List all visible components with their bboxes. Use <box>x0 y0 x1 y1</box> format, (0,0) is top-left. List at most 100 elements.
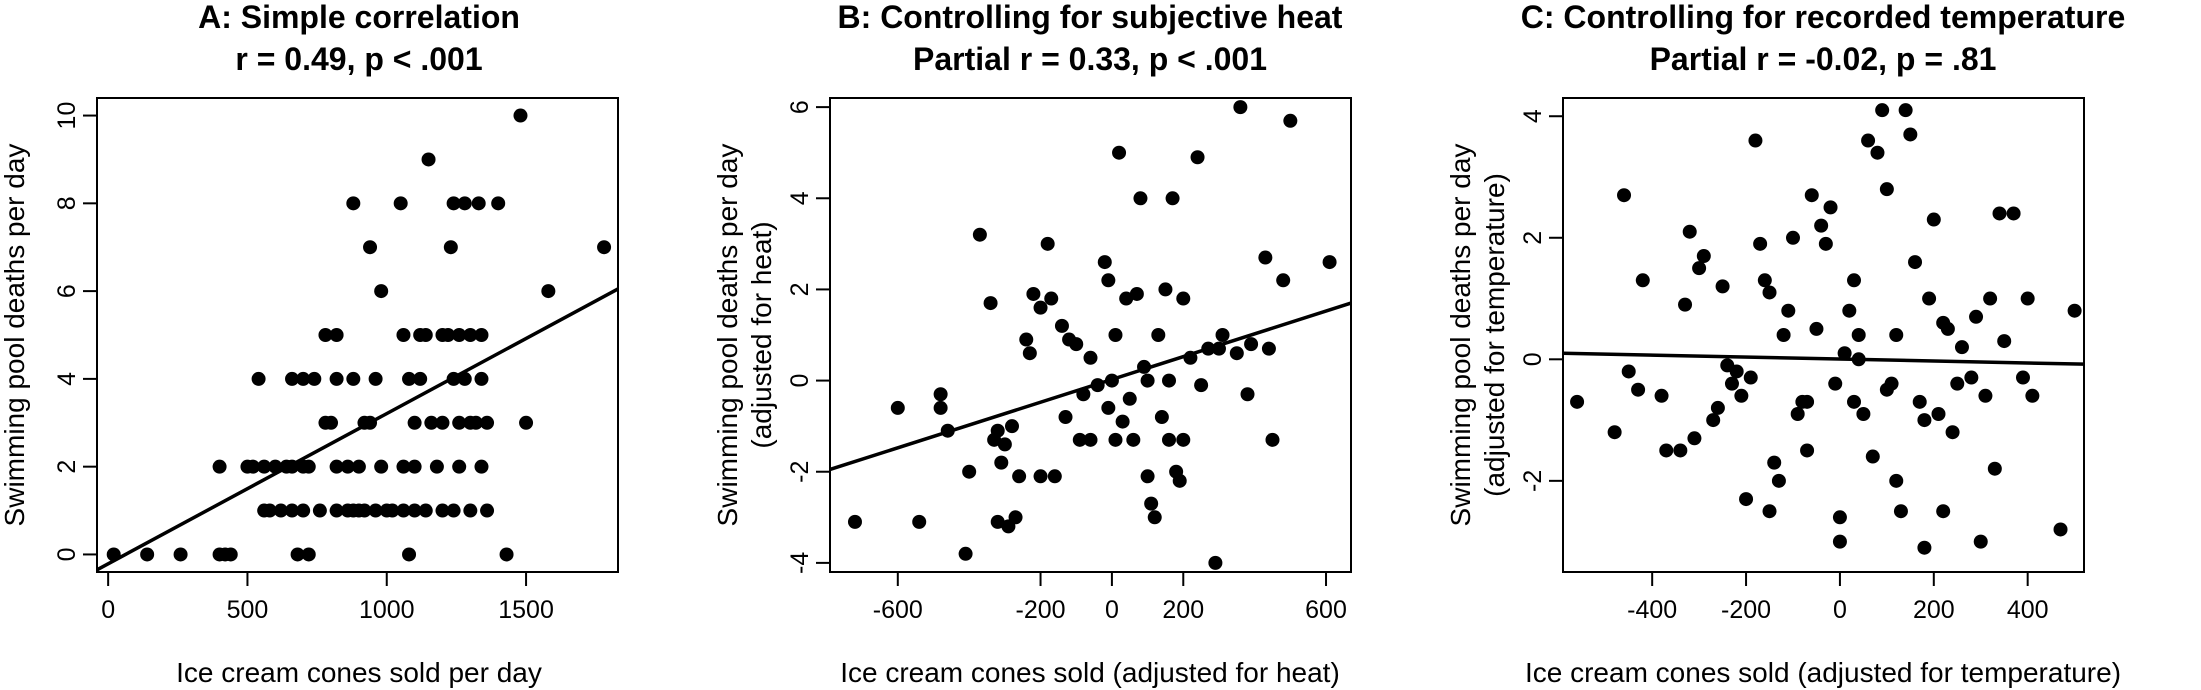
panel-a-x-tick-label: 500 <box>227 596 269 624</box>
panel-c-data-point <box>1767 455 1782 470</box>
panel-c-y-tick-label: 0 <box>1519 352 1547 366</box>
panel-a-data-point <box>396 503 411 518</box>
panel-c-data-point <box>1954 340 1969 355</box>
panel-a-data-point <box>324 415 339 430</box>
panel-a-data-point <box>340 459 355 474</box>
panel-a-data-point <box>363 240 378 255</box>
panel-c-data-point <box>1983 291 1998 306</box>
panel-c-x-ticks: -400 -200 0 200 400 <box>1627 572 2049 624</box>
panel-a-x-axis-label: Ice cream cones sold per day <box>176 657 542 688</box>
panel-c-data-point <box>1936 315 1951 330</box>
panel-a-data-point <box>351 459 366 474</box>
panel-c-data-point <box>1973 534 1988 549</box>
panel-b-data-point <box>1162 373 1177 388</box>
panel-b-data-point <box>997 437 1012 452</box>
panel-c-data-point <box>1753 236 1768 251</box>
panel-c-data-point <box>1617 188 1632 203</box>
panel-b-subtitle: Partial r = 0.33, p < .001 <box>913 41 1267 77</box>
panel-b-data-point <box>1172 473 1187 488</box>
panel-a-data-point <box>307 371 322 386</box>
panel-b-y-tick-label: -2 <box>786 461 814 483</box>
panel-b-data-point <box>912 514 927 529</box>
panel-a-x-tick-label: 1000 <box>359 596 415 624</box>
panel-c-data-point <box>1631 382 1646 397</box>
panel-a-data-point <box>368 371 383 386</box>
panel-a-plot-frame <box>96 97 619 573</box>
panel-a-data-point <box>173 547 188 562</box>
panel-c-points <box>1570 103 2082 555</box>
panel-a-data-point <box>368 503 383 518</box>
panel-b-y-tick-label: 6 <box>786 100 814 114</box>
panel-b-y-ticks: -4 -2 0 2 4 6 <box>786 100 830 574</box>
panel-c-data-point <box>1945 425 1960 440</box>
panel-b-data-point <box>1176 432 1191 447</box>
panel-c-data-point <box>1837 346 1852 361</box>
panel-a-data-point <box>357 503 372 518</box>
panel-a-data-point <box>597 240 612 255</box>
panel-c-data-point <box>1678 297 1693 312</box>
panel-a-data-point <box>499 547 514 562</box>
panel-a-data-point <box>474 459 489 474</box>
panel-b-data-point <box>1112 145 1127 160</box>
panel-c-data-point <box>1654 388 1669 403</box>
panel-c-data-point <box>1814 218 1829 233</box>
panel-c-data-point <box>1893 504 1908 519</box>
panel-b-data-point <box>1258 250 1273 265</box>
panel-c-data-point <box>1931 407 1946 421</box>
panel-b-y-tick-label: 4 <box>786 191 814 205</box>
panel-c-data-point <box>1823 200 1838 215</box>
panel-a-data-point <box>290 547 305 562</box>
panel-b-data-point <box>1054 318 1069 333</box>
panel-b-data-point <box>990 514 1005 529</box>
panel-a-data-point <box>407 459 422 474</box>
panel-c-data-point <box>1912 394 1927 409</box>
panel-c-data-point <box>1762 504 1777 519</box>
panel-a-data-point <box>452 459 467 474</box>
panel-b-data-point <box>1019 332 1034 347</box>
panel-a-data-point <box>257 459 272 474</box>
panel-b-data-point <box>1176 291 1191 306</box>
panel-a-data-point <box>329 371 344 386</box>
panel-c-data-point <box>1800 394 1815 409</box>
panel-b-data-point <box>1115 414 1130 429</box>
panel-a-data-point <box>374 284 389 299</box>
panel-b-data-point <box>1126 432 1141 447</box>
panel-b-data-point <box>1265 432 1280 447</box>
panel-b-data-point <box>962 464 977 479</box>
panel-c-data-point <box>1969 309 1984 324</box>
panel-a-data-point <box>301 547 316 562</box>
panel-c-data-point <box>1987 461 2002 476</box>
panel-c-title: C: Controlling for recorded temperature <box>1521 0 2126 35</box>
panel-b-data-point <box>1276 273 1291 288</box>
panel-a-data-point <box>541 284 556 299</box>
panel-a-subtitle: r = 0.49, p < .001 <box>235 41 482 77</box>
panel-c-data-point <box>1607 425 1622 440</box>
panel-c-data-point <box>1762 285 1777 300</box>
panel-c-data-point <box>1917 413 1932 428</box>
panel-c-data-point <box>1847 394 1862 409</box>
panel-a-data-point <box>443 240 458 255</box>
panel-a-data-point <box>407 415 422 430</box>
panel-a-points <box>106 108 612 562</box>
panel-a-data-point <box>301 459 316 474</box>
panel-b-data-point <box>1108 432 1123 447</box>
panel-a-data-point <box>446 503 461 518</box>
panel-a-data-point <box>251 371 266 386</box>
panel-c-data-point <box>1997 334 2012 349</box>
panel-a-data-point <box>474 328 489 342</box>
panel-c-data-point <box>1861 133 1876 148</box>
panel-c-data-point <box>1964 370 1979 385</box>
panel-b-data-point <box>1208 555 1223 570</box>
panel-b-data-point <box>1165 191 1180 206</box>
panel-c-regression-line <box>1562 351 2085 366</box>
panel-a-y-tick-label: 10 <box>53 102 81 130</box>
panel-b-data-point <box>1140 469 1155 484</box>
panel-a-data-point <box>471 196 486 211</box>
panel-c-data-point <box>1673 443 1688 458</box>
panel-b-data-point <box>994 455 1009 470</box>
panel-a-data-point <box>262 503 277 518</box>
panel-a-data-point <box>435 503 450 518</box>
panel-c-data-point <box>1692 261 1707 276</box>
panel-b-data-point <box>1244 337 1259 352</box>
panel-b-data-point <box>1233 100 1248 115</box>
